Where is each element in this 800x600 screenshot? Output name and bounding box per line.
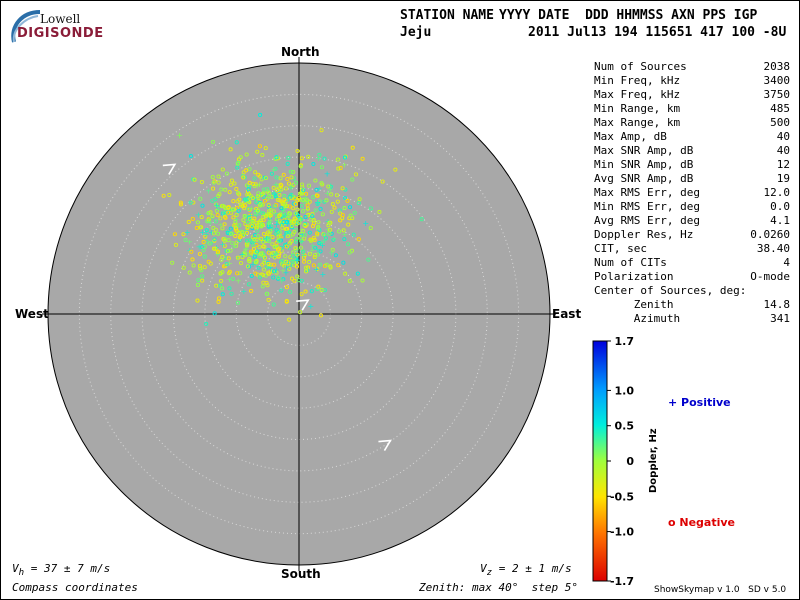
- stat-label: Doppler Res, Hz: [594, 228, 694, 241]
- stat-row: Num of CITs 4: [594, 256, 790, 270]
- vh-subscript: h: [18, 567, 25, 579]
- logo-text-lowell: Lowell: [40, 12, 81, 26]
- north-label: North: [281, 45, 320, 59]
- stat-label: Max Freq, kHz: [594, 88, 681, 101]
- stat-label: Max RMS Err, deg: [594, 186, 700, 199]
- stat-value: 40: [776, 130, 790, 143]
- header-values: 2011 Jul13 194 115651 417 100 -8U: [528, 25, 787, 40]
- coordinate-system-label: Compass coordinates: [12, 581, 138, 594]
- east-label: East: [552, 307, 582, 321]
- vz-symbol: V: [480, 562, 487, 575]
- stat-value: 3750: [763, 88, 791, 101]
- stat-row: Doppler Res, Hz 0.0260: [594, 228, 790, 242]
- vh-value: = 37 ± 7 m/s: [24, 562, 111, 575]
- stat-value: 485: [770, 102, 790, 115]
- stat-row: Max RMS Err, deg 12.0: [594, 186, 790, 200]
- statistics-panel: Num of Sources 2038 Min Freq, kHz 3400 Max F…: [594, 60, 790, 326]
- stat-label: Azimuth: [594, 312, 681, 325]
- stat-label: Min SNR Amp, dB: [594, 158, 694, 171]
- stat-value: 2038: [763, 60, 791, 73]
- stat-value: 4: [783, 256, 790, 269]
- south-label: South: [281, 567, 321, 581]
- stat-value: 12.0: [763, 186, 791, 199]
- stat-row: Max SNR Amp, dB 40: [594, 144, 790, 158]
- header-station-name: Jeju: [400, 25, 432, 40]
- horizontal-velocity: Vh = 37 ± 7 m/s: [12, 562, 110, 578]
- stat-value: 3400: [763, 74, 791, 87]
- stat-value: 40: [776, 144, 790, 157]
- stat-row: Max Freq, kHz 3750: [594, 88, 790, 102]
- stat-row: Min Freq, kHz 3400: [594, 74, 790, 88]
- stat-value: 0.0: [770, 200, 790, 213]
- header-label-fields: YYYY DATE DDD HHMMSS AXN PPS IGP: [499, 8, 758, 23]
- stat-label: Min RMS Err, deg: [594, 200, 700, 213]
- stat-value: 341: [770, 312, 790, 325]
- vz-subscript: z: [486, 567, 493, 579]
- digisonde-logo: [11, 10, 41, 43]
- stat-label: Min Range, km: [594, 102, 681, 115]
- legend-negative: o Negative: [668, 516, 736, 529]
- stat-row: Num of Sources 2038: [594, 60, 790, 74]
- stat-label: Max SNR Amp, dB: [594, 144, 694, 157]
- stat-label: Polarization: [594, 270, 674, 283]
- stat-label: Avg RMS Err, deg: [594, 214, 700, 227]
- stat-row: Azimuth 341: [594, 312, 790, 326]
- stat-value: 14.8: [763, 298, 791, 311]
- colorbar-axis-label: Doppler, Hz: [648, 428, 659, 493]
- stat-label: Num of Sources: [594, 60, 687, 73]
- stat-row: Zenith 14.8: [594, 298, 790, 312]
- stat-row: Center of Sources, deg:: [594, 284, 790, 298]
- stat-label: Avg SNR Amp, dB: [594, 172, 694, 185]
- stat-row: Avg SNR Amp, dB 19: [594, 172, 790, 186]
- stat-row: Max Range, km 500: [594, 116, 790, 130]
- stat-label: Num of CITs: [594, 256, 667, 269]
- stat-value: O-mode: [750, 270, 790, 283]
- stat-row: CIT, sec 38.40: [594, 242, 790, 256]
- stat-row: Avg RMS Err, deg 4.1: [594, 214, 790, 228]
- stat-row: Max Amp, dB 40: [594, 130, 790, 144]
- stat-value: 4.1: [770, 214, 790, 227]
- software-version: ShowSkymap v 1.0 SD v 5.0: [654, 585, 787, 595]
- stat-value: 12: [776, 158, 790, 171]
- zenith-scale-label: Zenith: max 40° step 5°: [419, 581, 578, 594]
- stat-row: Min RMS Err, deg 0.0: [594, 200, 790, 214]
- west-label: West: [15, 307, 49, 321]
- stat-row: Min Range, km 485: [594, 102, 790, 116]
- stat-value: 0.0260: [750, 228, 790, 241]
- legend-positive: + Positive: [668, 396, 731, 409]
- stat-label: CIT, sec: [594, 242, 647, 255]
- stat-value: 500: [770, 116, 790, 129]
- stat-row: Min SNR Amp, dB 12: [594, 158, 790, 172]
- stat-label: Center of Sources, deg:: [594, 284, 747, 297]
- header-label-station: STATION NAME: [400, 8, 494, 23]
- stat-label: Zenith: [594, 298, 674, 311]
- stat-label: Max Range, km: [594, 116, 681, 129]
- stat-value: 19: [776, 172, 790, 185]
- logo-text-digisonde: DIGISONDE: [17, 26, 104, 41]
- stat-label: Min Freq, kHz: [594, 74, 681, 87]
- vz-value: = 2 ± 1 m/s: [492, 562, 572, 575]
- stat-row: Polarization O-mode: [594, 270, 790, 284]
- vertical-velocity: Vz = 2 ± 1 m/s: [480, 562, 572, 578]
- stat-label: Max Amp, dB: [594, 130, 667, 143]
- stat-value: 38.40: [756, 242, 790, 255]
- vh-symbol: V: [12, 562, 19, 575]
